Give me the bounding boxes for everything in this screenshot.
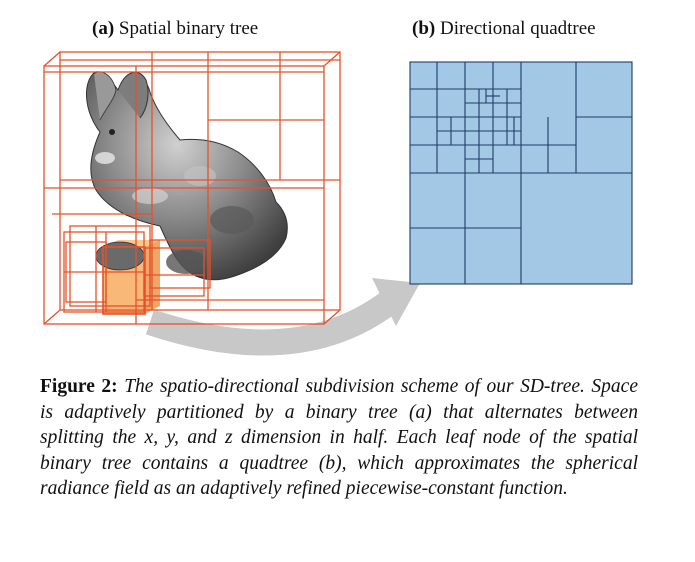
panel-b-label: Directional quadtree xyxy=(439,18,596,39)
panel-b-title: (b) Directional quadtree xyxy=(412,18,596,40)
bunny-model xyxy=(85,71,288,281)
curved-arrow-head xyxy=(372,278,420,326)
figure-caption: Figure 2: The spatio-directional subdivi… xyxy=(40,374,638,502)
spatial-tree-wireframe xyxy=(43,51,341,325)
directional-quadtree xyxy=(409,61,633,285)
panel-a-letter: (a) xyxy=(92,18,115,39)
panel-b-letter: (b) xyxy=(412,18,436,39)
panel-a-title: (a) Spatial binary tree xyxy=(92,18,258,40)
caption-text: The spatio-directional subdivision schem… xyxy=(40,376,638,499)
panel-a-label: Spatial binary tree xyxy=(118,18,259,39)
caption-label: Figure 2: xyxy=(40,376,118,397)
curved-arrow xyxy=(145,289,401,356)
figure-illustration xyxy=(43,51,633,356)
